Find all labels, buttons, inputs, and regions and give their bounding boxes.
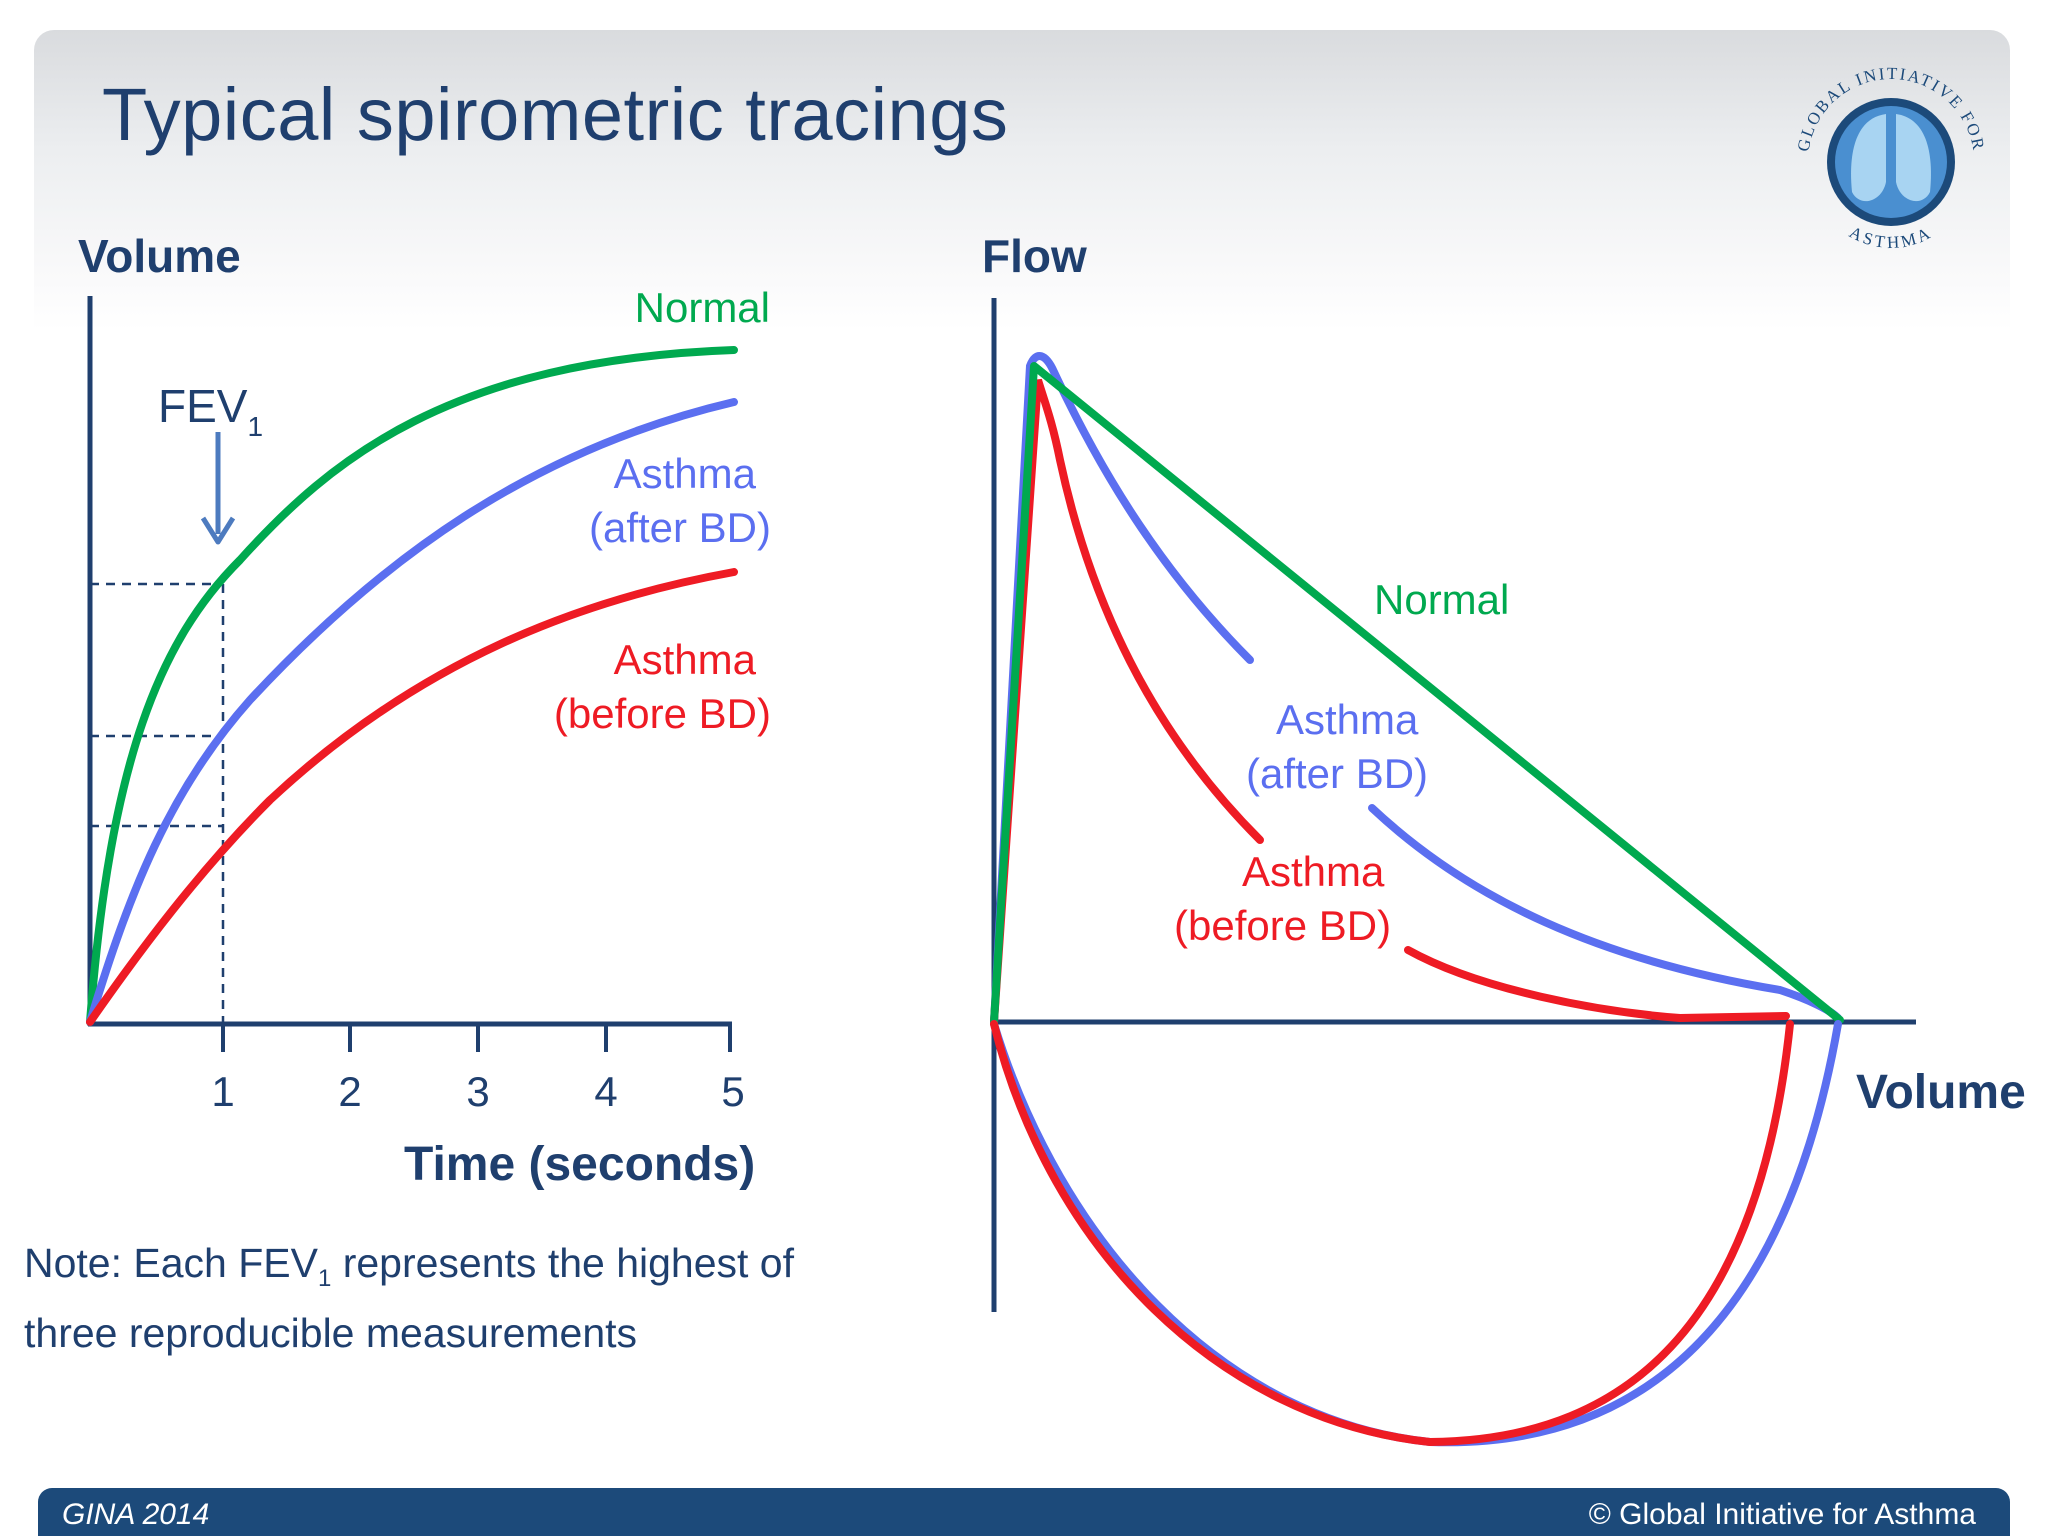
fev1-label: FEV1 — [158, 380, 263, 442]
page-title: Typical spirometric tracings — [102, 73, 1009, 156]
fv-label-before-bd-1: Asthma — [1242, 848, 1385, 895]
note-subscript: 1 — [317, 1265, 332, 1293]
fv-label-after-bd-2: (after BD) — [1246, 750, 1428, 797]
fv-after-bd-expiratory-upper — [990, 352, 1254, 1026]
fv-curve-normal — [990, 362, 1844, 1026]
vt-tick-label-2: 2 — [338, 1068, 361, 1115]
fv-label-normal: Normal — [1374, 576, 1509, 623]
fv-after-bd-inspiratory — [990, 1020, 1842, 1447]
footer-gina-year: GINA 2014 — [62, 1498, 210, 1531]
fv-before-bd-expiratory-lower — [1404, 946, 1790, 1023]
fv-y-axis-label: Flow — [982, 230, 1087, 282]
fev1-arrow-head — [200, 516, 236, 545]
fv-x-axis-label: Volume — [1856, 1066, 2026, 1119]
note-line2: three reproducible measurements — [24, 1310, 638, 1357]
footer-bar: GINA 2014 © Global Initiative for Asthma — [38, 1488, 2010, 1536]
vt-curve-normal — [86, 346, 738, 1026]
vt-tick-label-1: 1 — [211, 1068, 234, 1115]
vt-tick-label-5: 5 — [721, 1068, 744, 1115]
fv-after-bd-expiratory-lower — [1368, 804, 1842, 1022]
fv-label-after-bd-1: Asthma — [1276, 696, 1419, 743]
flow-volume-chart: Flow Volume Normal Asthma (after BD) Ast… — [982, 230, 2026, 1447]
fv-label-before-bd-2: (before BD) — [1174, 902, 1391, 949]
gina-logo: GLOBAL INITIATIVE FOR ASTHMA — [1794, 64, 1987, 252]
fv-before-bd-inspiratory — [990, 1020, 1794, 1447]
fev1-note: Note: Each FEV1 represents the highest o… — [24, 1236, 924, 1360]
slide-header-band — [34, 30, 2010, 330]
fv-before-bd-expiratory-upper — [990, 378, 1264, 1026]
vt-label-before-bd-1: Asthma — [614, 636, 757, 683]
vt-label-after-bd-1: Asthma — [614, 450, 757, 497]
volume-time-chart: Volume 1 2 3 4 5 Time (seconds) FEV1 Nor… — [78, 230, 771, 1191]
vt-curve-before-bd — [86, 568, 738, 1026]
vt-label-normal: Normal — [635, 284, 770, 331]
vt-y-axis-label: Volume — [78, 230, 241, 282]
vt-tick-label-4: 4 — [594, 1068, 617, 1115]
vt-curve-after-bd — [86, 398, 738, 1026]
vt-tick-label-3: 3 — [466, 1068, 489, 1115]
note-prefix: Note: Each FEV — [24, 1240, 318, 1286]
vt-label-before-bd-2: (before BD) — [554, 690, 771, 737]
note-suffix: represents the highest of — [331, 1240, 794, 1286]
vt-x-axis-label: Time (seconds) — [404, 1138, 755, 1191]
vt-label-after-bd-2: (after BD) — [589, 504, 771, 551]
footer-copyright: © Global Initiative for Asthma — [1588, 1498, 1976, 1531]
